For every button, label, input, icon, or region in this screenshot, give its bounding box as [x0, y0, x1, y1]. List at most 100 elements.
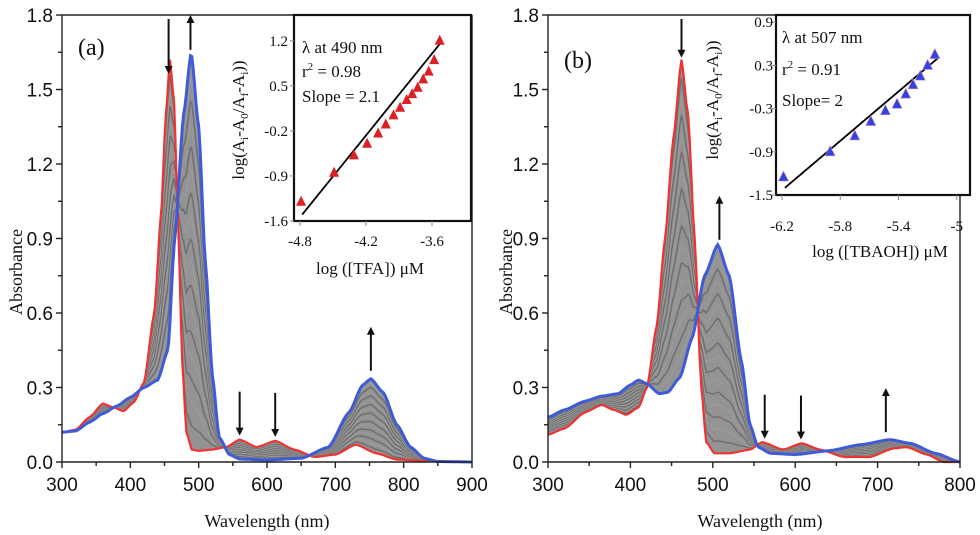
x-axis-title-b: Wavelength (nm): [697, 511, 822, 532]
inset-x-tick-label: -4.8: [288, 234, 312, 250]
inset-y-tick-label: 0.3: [754, 58, 773, 74]
y-tick-label: 1.5: [513, 81, 539, 102]
x-tick-label: 400: [615, 475, 647, 496]
inset-annotation-wavelength-a: λ at 490 nm: [302, 38, 382, 57]
inset-annotation-r2-b: r2 = 0.91: [782, 59, 841, 79]
panel-label-a: (a): [78, 35, 105, 61]
x-tick-label: 700: [319, 475, 351, 496]
inset-x-tick-label: -5.8: [828, 219, 852, 235]
intermediate-trace: [61, 191, 472, 463]
x-tick-label: 300: [532, 475, 564, 496]
inset-x-title-b: log ([TBAOH]) μM: [812, 242, 948, 261]
trend-arrows-b: [677, 19, 890, 440]
inset-data-point: [865, 114, 877, 126]
initial-trace-red: [547, 59, 960, 464]
y-tick-label: 0.3: [27, 379, 53, 400]
y-axis-title-b: Absorbance: [496, 229, 516, 315]
x-tick-label: 800: [944, 475, 976, 496]
inset-y-tick-label: -0.2: [264, 124, 288, 140]
x-tick-label: 600: [251, 475, 283, 496]
inset-fit-line: [301, 42, 442, 216]
inset-data-point: [423, 65, 434, 76]
y-tick-label: 1.2: [27, 155, 53, 176]
inset-data-point: [380, 118, 391, 129]
inset-data-point: [348, 149, 359, 160]
y-tick-label: 0.0: [513, 453, 539, 474]
inset-data-point: [929, 47, 941, 59]
panel-b: 300 400 500 600 700 8000.00.30.60.91.21.51.8 …: [496, 6, 976, 532]
y-tick-label: 0.6: [27, 304, 53, 325]
final-trace-blue: [547, 241, 961, 464]
trend-arrows-a: [164, 15, 375, 437]
main-axes-a: 300 400 500 600 700 800 900 0.0 0.3 0.6 0.9 1.2 1.5 1…: [27, 6, 488, 496]
intermediate-trace: [547, 243, 961, 463]
inset-data-point: [401, 93, 412, 104]
inset-annotation-slope-b: Slope= 2: [782, 91, 843, 110]
inset-annotation-r2-a: r2 = 0.98: [302, 61, 361, 81]
inset-y-tick-label: 1.2: [269, 34, 288, 50]
inset-y-tick-label: -0.9: [264, 169, 288, 185]
inset-plot-b: -6.2 -5.8 -5.4 -5 -1.5 -0.9 -0.3 0.3 0.9 λ at 50…: [703, 13, 972, 261]
panel-label-b: (b): [564, 48, 592, 74]
inset-content-a: -4.8 -4.2 -3.6 -1.6 -0.9 -0.2 0.5 1.2: [264, 34, 445, 250]
x-tick-label: 500: [697, 475, 729, 496]
inset-data-point: [922, 58, 934, 70]
inset-x-tick-label: -4.2: [354, 234, 378, 250]
x-tick-label: 800: [388, 475, 420, 496]
panel-a: 300 400 500 600 700 800 900 0.0 0.3 0.6 0.9 1.2 1.5 1…: [6, 6, 488, 532]
x-tick-label: 400: [114, 475, 146, 496]
x-tick-label: 300: [46, 475, 78, 496]
spectra-traces-b: [547, 59, 961, 464]
inset-data-point: [373, 127, 384, 138]
initial-trace-red: [61, 59, 472, 464]
y-tick-label: 0.3: [513, 379, 539, 400]
y-tick-label: 0.6: [513, 304, 539, 325]
inset-y-tick-label: 0.9: [754, 15, 773, 31]
inset-frame-b: [774, 13, 972, 197]
inset-data-point: [329, 166, 340, 177]
inset-data-point: [777, 170, 789, 182]
inset-data-point: [418, 73, 429, 84]
inset-x-tick-label: -5.4: [887, 219, 911, 235]
inset-data-point: [434, 34, 445, 45]
inset-y-tick-label: -0.3: [749, 102, 773, 118]
inset-data-point: [429, 54, 440, 65]
inset-data-point: [824, 145, 836, 157]
inset-data-point: [900, 87, 912, 99]
inset-annotation-slope-a: Slope = 2.1: [302, 87, 380, 106]
inset-y-tick-label: -0.9: [749, 145, 773, 161]
y-tick-label: 1.8: [27, 6, 53, 27]
inset-y-tick-label: 0.5: [269, 79, 288, 95]
y-axis-title-a: Absorbance: [6, 229, 26, 315]
final-trace-blue: [61, 53, 472, 464]
spectra-traces-a: [61, 53, 472, 464]
inset-y-title-b: log(Ai-A0/Af-Ai)): [703, 40, 725, 159]
inset-data-point: [907, 78, 919, 90]
inset-data-point: [849, 129, 861, 141]
y-tick-label: 0.9: [513, 230, 539, 251]
x-tick-label: 700: [862, 475, 894, 496]
inset-x-tick-label: -6.2: [770, 219, 794, 235]
inset-data-point: [388, 109, 399, 120]
inset-x-title-a: log ([TFA]) μM: [316, 259, 424, 278]
x-axis-title-a: Wavelength (nm): [204, 511, 329, 532]
y-tick-label: 1.5: [27, 81, 53, 102]
inset-data-point: [914, 69, 926, 81]
inset-x-tick-label: -5: [950, 219, 963, 235]
inset-data-point: [412, 81, 423, 92]
x-tick-label: 600: [779, 475, 811, 496]
inset-content-b: -6.2 -5.8 -5.4 -5 -1.5 -0.9 -0.3 0.3 0.9: [749, 15, 963, 235]
inset-annotation-wavelength-b: λ at 507 nm: [782, 28, 862, 47]
inset-data-point: [891, 97, 903, 109]
inset-data-point: [395, 101, 406, 112]
y-tick-label: 0.9: [27, 230, 53, 251]
intermediate-trace: [547, 224, 961, 463]
x-tick-label: 900: [456, 475, 488, 496]
inset-x-tick-label: -3.6: [420, 234, 444, 250]
y-tick-label: 0.0: [27, 453, 53, 474]
inset-y-tick-label: -1.6: [264, 214, 288, 230]
inset-data-point: [296, 195, 307, 206]
inset-y-title-a: log(Ai-A0/Af-Ai)): [229, 60, 251, 179]
inset-plot-a: -4.8 -4.2 -3.6 -1.6 -0.9 -0.2 0.5 1.2 λ at 490 …: [229, 13, 473, 278]
inset-data-point: [362, 137, 373, 148]
